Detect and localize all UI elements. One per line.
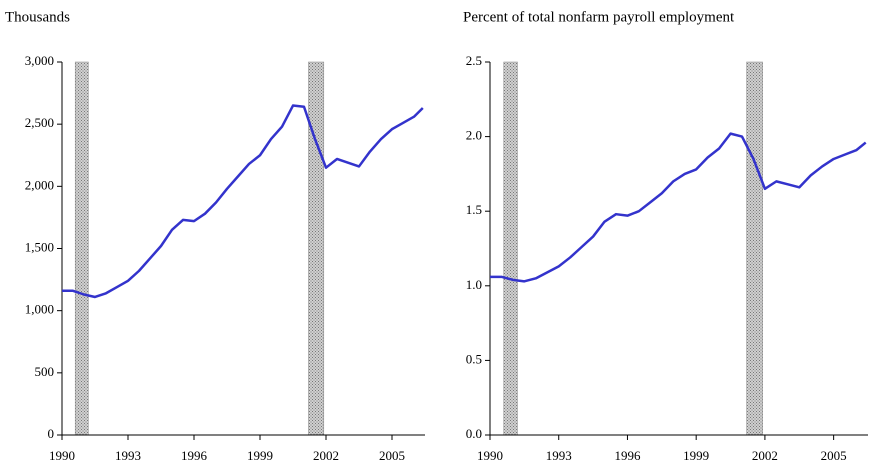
x-tick-label: 1993 xyxy=(546,448,572,463)
x-tick-label: 1990 xyxy=(49,448,75,463)
chart-title: Percent of total nonfarm payroll employm… xyxy=(463,9,735,25)
y-tick-label: 2,000 xyxy=(25,177,54,192)
x-tick-label: 1996 xyxy=(614,448,641,463)
data-line xyxy=(490,132,867,283)
recession-band xyxy=(503,61,518,436)
recession-band xyxy=(74,61,89,436)
y-tick-label: 1,500 xyxy=(25,239,54,254)
x-tick-label: 2005 xyxy=(821,448,847,463)
x-tick-label: 2005 xyxy=(379,448,405,463)
chart-title: Thousands xyxy=(5,9,70,25)
y-tick-label: 2,500 xyxy=(25,115,54,130)
y-tick-label: 3,000 xyxy=(25,53,54,68)
y-tick-label: 0.5 xyxy=(466,351,482,366)
x-tick-label: 1993 xyxy=(115,448,141,463)
recession-band xyxy=(746,61,763,436)
y-tick-label: 1,000 xyxy=(25,302,54,317)
y-tick-label: 2.0 xyxy=(466,128,482,143)
x-tick-label: 2002 xyxy=(752,448,778,463)
y-tick-label: 1.0 xyxy=(466,277,482,292)
x-tick-label: 2002 xyxy=(313,448,339,463)
y-tick-label: 2.5 xyxy=(466,53,482,68)
x-tick-label: 1999 xyxy=(247,448,273,463)
x-tick-label: 1999 xyxy=(683,448,709,463)
recession-band xyxy=(308,61,325,436)
y-tick-label: 500 xyxy=(35,364,55,379)
y-tick-label: 0.0 xyxy=(466,426,482,441)
x-tick-label: 1996 xyxy=(181,448,208,463)
y-tick-label: 0 xyxy=(48,426,55,441)
data-line xyxy=(62,104,424,299)
y-tick-label: 1.5 xyxy=(466,202,482,217)
x-tick-label: 1990 xyxy=(477,448,503,463)
